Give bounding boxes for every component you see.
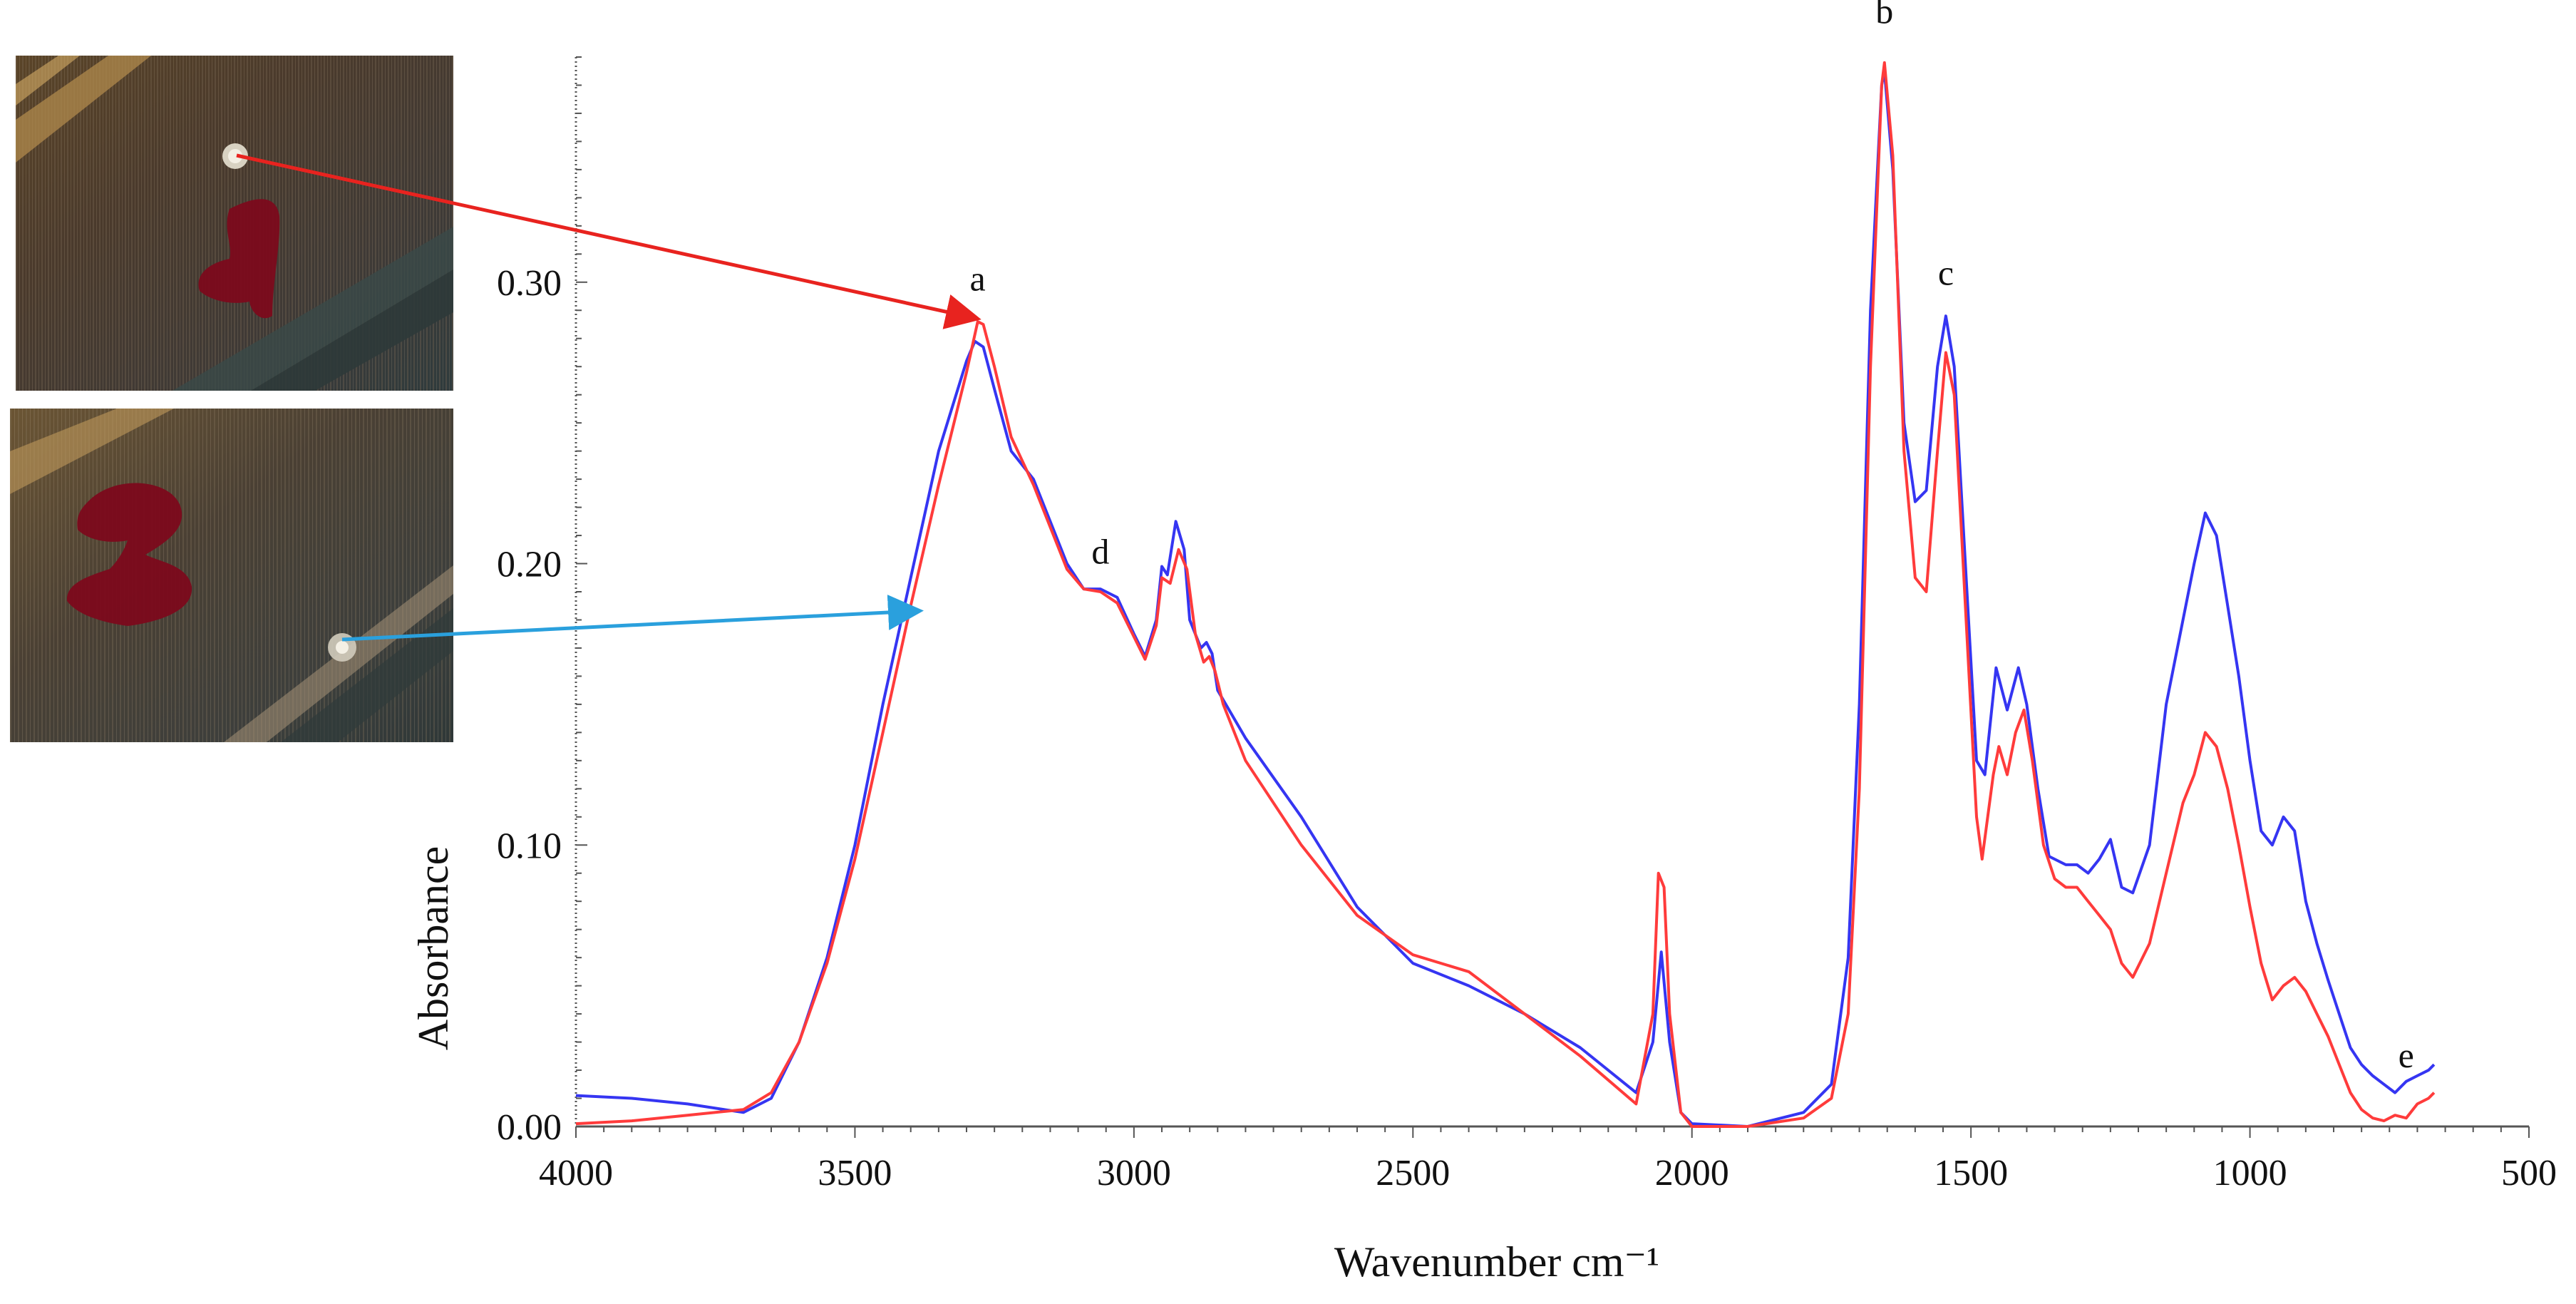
y-tick-label: 0.30: [497, 263, 562, 304]
arrow-blue: [341, 595, 924, 642]
x-tick-label: 1500: [1934, 1153, 2008, 1193]
y-tick-label: 0.20: [497, 545, 562, 585]
y-tick-label: 0.10: [497, 826, 562, 866]
sample-photo-1-image: [16, 56, 453, 391]
sample-photo-2: [10, 409, 453, 742]
series-line-2: [575, 61, 2436, 1128]
x-tick-label: 500: [2501, 1153, 2557, 1193]
stain-marking-2: [66, 483, 192, 626]
peak-label-d: d: [1091, 532, 1109, 572]
y-tick-label: 0.00: [497, 1107, 562, 1148]
peak-label-e: e: [2399, 1035, 2414, 1075]
peak-label-c: c: [1938, 253, 1954, 293]
axes: 0.00 0.10 0.20 0.30 4000 3500 3000 2500 2000 1500…: [497, 56, 2557, 1193]
y-axis-title: Absorbance: [410, 846, 457, 1051]
peak-label-b: b: [1875, 0, 1893, 31]
peak-label-a: a: [970, 259, 986, 299]
arrow-red: [236, 153, 982, 329]
sample-photo-1: [16, 56, 453, 391]
sample-photo-2-image: [10, 409, 453, 742]
series-layer: [575, 61, 2436, 1128]
x-axis-title: Wavenumber cm⁻¹: [1334, 1238, 1659, 1285]
x-tick-label: 3500: [818, 1153, 892, 1193]
x-tick-label: 1000: [2213, 1153, 2287, 1193]
x-tick-label: 2500: [1376, 1153, 1450, 1193]
x-tick-label: 2000: [1655, 1153, 1729, 1193]
series-line-1: [575, 69, 2436, 1128]
x-tick-label: 3000: [1097, 1153, 1171, 1193]
stain-marking-1: [198, 199, 280, 319]
x-tick-label: 4000: [539, 1153, 613, 1193]
peak-annotations: a b c d e: [970, 0, 2414, 1075]
